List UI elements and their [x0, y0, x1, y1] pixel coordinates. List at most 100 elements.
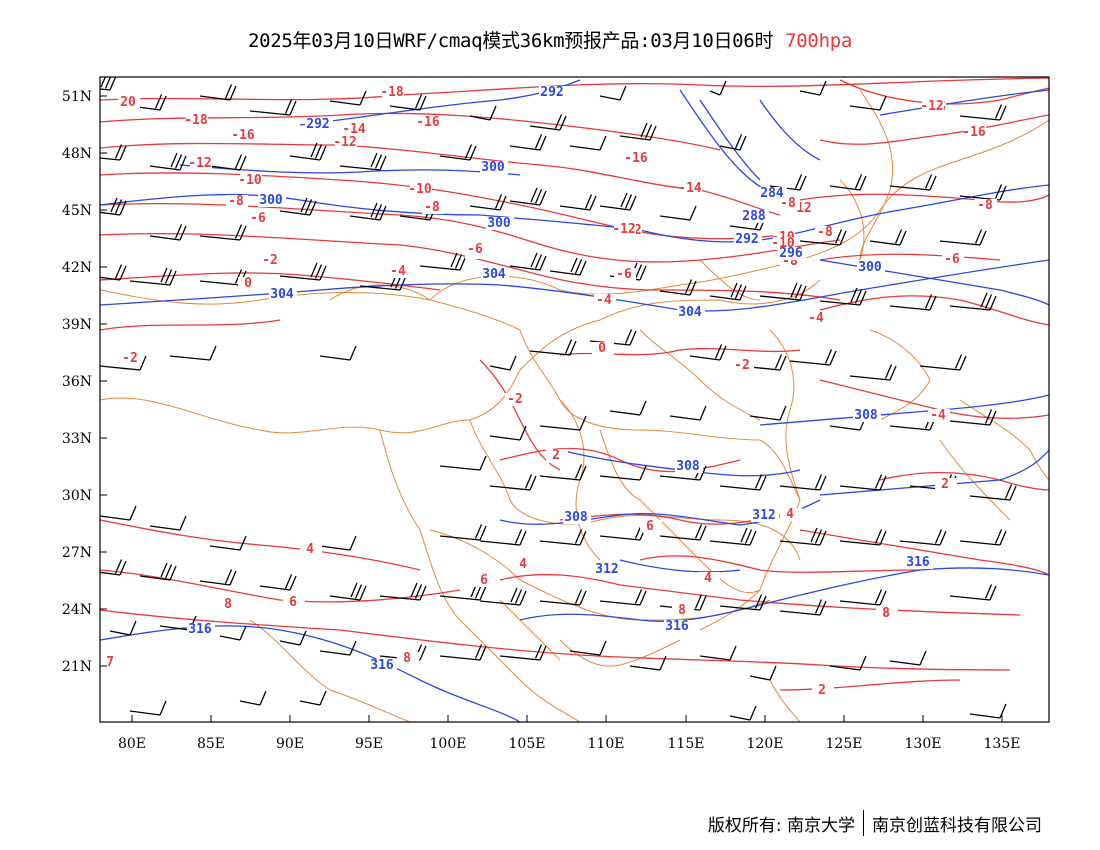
- title-pressure-level: 700hpa: [785, 30, 852, 52]
- wind-barb: [209, 154, 247, 171]
- temperature-label: 2: [818, 683, 826, 698]
- temperature-label: -2: [734, 358, 750, 373]
- temperature-label: -8: [228, 194, 244, 209]
- wind-barb: [319, 640, 357, 656]
- wind-barb: [339, 152, 387, 171]
- wind-barb: [199, 569, 237, 586]
- wind-barb: [559, 194, 597, 211]
- height-label: 284: [760, 186, 784, 201]
- wind-barb: [109, 620, 137, 636]
- label-background: [335, 136, 357, 149]
- wind-barb: [489, 355, 517, 371]
- label-background: [190, 157, 212, 170]
- wind-barb: [569, 135, 607, 151]
- temperature-label: 8: [224, 597, 232, 612]
- wind-barb: [749, 665, 777, 681]
- wind-barb: [779, 527, 827, 546]
- wind-barb: [279, 262, 327, 281]
- label-background: [226, 195, 248, 208]
- wind-barb: [539, 529, 587, 546]
- label-background: [474, 574, 496, 587]
- temperature-contour: [639, 555, 921, 573]
- temperature-label: -10: [408, 182, 432, 197]
- wind-barb: [719, 134, 747, 151]
- wind-barb: [509, 252, 547, 271]
- label-background: [698, 572, 720, 585]
- wind-barb: [100, 355, 147, 371]
- wind-barb: [509, 187, 547, 206]
- temperature-contour: [499, 447, 741, 473]
- wind-barb: [469, 194, 507, 211]
- wind-barb: [839, 589, 887, 606]
- lon-label: 120E: [747, 736, 784, 752]
- temperature-label: -6: [944, 252, 960, 267]
- label-background: [505, 393, 527, 406]
- label-background: [942, 253, 964, 266]
- wind-barb: [319, 535, 357, 551]
- temperature-contour: [100, 172, 781, 240]
- height-label: 312: [595, 562, 618, 577]
- wind-barb: [919, 354, 967, 371]
- wind-barb: [659, 279, 697, 296]
- temperature-label: -18: [380, 85, 404, 100]
- wind-barb: [469, 105, 497, 121]
- wind-barb: [699, 645, 737, 661]
- label-background: [922, 100, 944, 113]
- wind-barb: [799, 80, 827, 96]
- temperature-contour: [799, 529, 1049, 576]
- temperature-label: -16: [231, 128, 255, 143]
- label-background: [218, 598, 240, 611]
- temperature-contour: [100, 77, 1049, 101]
- wind-barb: [529, 114, 567, 131]
- wind-barb: [239, 690, 267, 706]
- wind-barb: [939, 229, 987, 246]
- wind-barb: [439, 144, 477, 161]
- wind-barb: [709, 527, 757, 546]
- wind-barb: [279, 197, 317, 216]
- lon-label: 100E: [430, 736, 467, 752]
- border-line: [459, 619, 581, 722]
- label-background: [120, 352, 142, 365]
- temperature-label: -12: [188, 156, 211, 171]
- temperature-label: -16: [962, 125, 986, 140]
- wind-barb: [100, 144, 127, 161]
- wind-barb: [829, 174, 867, 191]
- label-background: [481, 268, 509, 281]
- label-background: [751, 509, 779, 522]
- label-background: [187, 623, 215, 636]
- height-label: 316: [370, 658, 394, 673]
- border-line: [329, 284, 521, 331]
- label-background: [675, 460, 703, 473]
- label-background: [260, 254, 282, 267]
- temperature-contour: [100, 519, 421, 571]
- height-contour: [819, 449, 1049, 496]
- temperature-contour: [819, 253, 1001, 261]
- temperature-label: -6: [467, 242, 483, 257]
- wind-barb: [439, 524, 487, 541]
- wind-barb: [100, 264, 127, 281]
- wind-barb: [539, 415, 587, 431]
- wind-barb: [100, 559, 127, 576]
- label-background: [815, 226, 837, 239]
- wind-barb: [319, 345, 357, 361]
- label-background: [806, 312, 828, 325]
- temperature-label: -14: [678, 181, 702, 196]
- border-line: [939, 439, 1011, 521]
- border-line: [699, 259, 761, 301]
- height-contour: [619, 559, 741, 573]
- wind-barb: [659, 205, 697, 221]
- label-background: [672, 604, 694, 617]
- label-background: [300, 543, 322, 556]
- lat-label: 33N: [62, 431, 92, 447]
- height-label: 300: [858, 260, 882, 275]
- height-contour: [519, 567, 1049, 622]
- temperature-contour: [819, 295, 1049, 326]
- lon-label: 105E: [509, 736, 546, 752]
- label-background: [233, 129, 255, 142]
- lon-label: 130E: [905, 736, 942, 752]
- lat-label: 51N: [62, 89, 92, 105]
- wind-barb: [329, 90, 367, 106]
- wind-barb: [419, 252, 467, 271]
- height-label: 304: [678, 305, 702, 320]
